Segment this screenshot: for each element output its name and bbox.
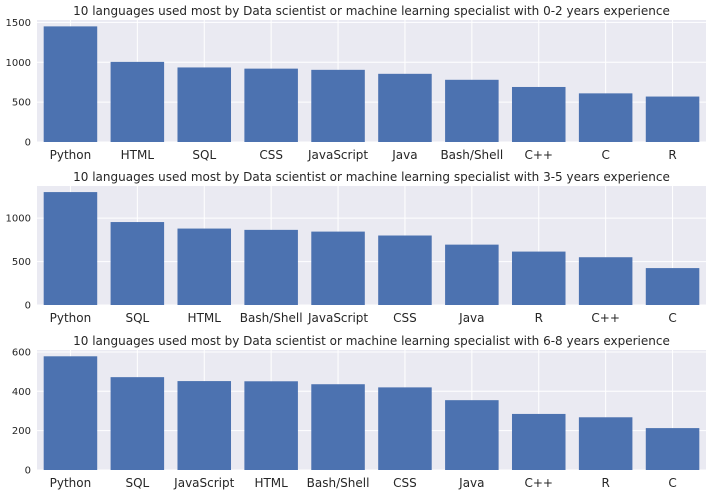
y-tick-label: 0	[25, 301, 31, 312]
x-tick-label: C++	[525, 476, 554, 490]
x-tick-label: HTML	[121, 148, 155, 162]
bar-html	[177, 228, 232, 305]
bar-c	[578, 93, 633, 142]
x-tick-label: HTML	[188, 311, 222, 325]
bar-c-	[578, 257, 633, 305]
x-tick-label: Java	[458, 311, 484, 325]
y-tick-label: 0	[25, 466, 31, 477]
x-tick-label: C	[668, 311, 676, 325]
x-tick-label: Java	[391, 148, 417, 162]
chart-panel-1: 0 500 1000 1500 Python HTML SQL CSS JavaScript Ja…	[6, 4, 706, 162]
bar-css	[378, 235, 432, 305]
bar-c-	[511, 413, 566, 470]
x-tick-label: SQL	[125, 476, 149, 490]
bar-html	[110, 61, 165, 142]
x-tick-label: CSS	[393, 311, 417, 325]
bar-python	[43, 356, 98, 470]
bar-javascript	[311, 231, 365, 305]
chart-title: 10 languages used most by Data scientist…	[73, 4, 670, 18]
x-tick-label: Python	[50, 476, 92, 490]
bar-bash-shell	[311, 384, 365, 470]
bar-bash-shell	[445, 79, 499, 142]
bar-bash-shell	[244, 229, 298, 305]
bar-css	[378, 387, 432, 470]
chart-title: 10 languages used most by Data scientist…	[73, 170, 670, 184]
x-tick-label: R	[668, 148, 676, 162]
bar-sql	[110, 222, 165, 305]
chart-title: 10 languages used most by Data scientist…	[73, 334, 670, 348]
bar-java	[445, 244, 499, 305]
x-tick-label: CSS	[393, 476, 417, 490]
y-tick-label: 400	[12, 387, 31, 398]
bar-javascript	[311, 69, 365, 142]
x-tick-label: R	[535, 311, 543, 325]
chart-panel-3: 0 200 400 600 Python SQL JavaScript HTML Bash/Sh…	[12, 334, 706, 490]
y-tick-label: 200	[12, 426, 31, 437]
y-tick-label: 1000	[6, 58, 31, 69]
bar-java	[445, 400, 499, 470]
x-tick-label: SQL	[192, 148, 216, 162]
x-tick-label: CSS	[259, 148, 283, 162]
bar-c-	[511, 86, 566, 142]
bar-r	[578, 417, 633, 470]
x-tick-label: C++	[591, 311, 620, 325]
bar-java	[378, 73, 432, 142]
bar-sql	[110, 377, 165, 470]
x-tick-label: JavaScript	[307, 148, 368, 162]
x-tick-label: Java	[458, 476, 484, 490]
x-tick-label: Python	[50, 311, 92, 325]
y-tick-label: 500	[12, 257, 31, 268]
bar-html	[244, 381, 298, 470]
x-tick-label: Bash/Shell	[240, 311, 303, 325]
x-tick-label: C	[601, 148, 609, 162]
y-tick-label: 1500	[6, 18, 31, 29]
y-tick-label: 1000	[6, 214, 31, 225]
x-tick-label: JavaScript	[173, 476, 234, 490]
bar-r	[645, 96, 700, 142]
x-tick-label: R	[601, 476, 609, 490]
x-tick-label: C	[668, 476, 676, 490]
bar-sql	[177, 67, 232, 142]
bar-python	[43, 192, 98, 305]
x-tick-label: Bash/Shell	[307, 476, 370, 490]
x-tick-label: HTML	[254, 476, 288, 490]
x-tick-label: Python	[50, 148, 92, 162]
x-tick-label: Bash/Shell	[440, 148, 503, 162]
bar-r	[511, 251, 566, 305]
y-tick-label: 600	[12, 347, 31, 358]
bar-css	[244, 68, 298, 142]
bar-python	[43, 26, 98, 142]
x-tick-label: JavaScript	[307, 311, 368, 325]
y-tick-label: 500	[12, 98, 31, 109]
bar-c	[645, 268, 700, 305]
bar-c	[645, 428, 700, 470]
bar-javascript	[177, 381, 232, 470]
chart-panel-2: 0 500 1000 Python SQL HTML Bash/Shell JavaScrip…	[6, 170, 706, 325]
x-tick-label: C++	[525, 148, 554, 162]
x-tick-label: SQL	[125, 311, 149, 325]
y-tick-label: 0	[25, 138, 31, 149]
